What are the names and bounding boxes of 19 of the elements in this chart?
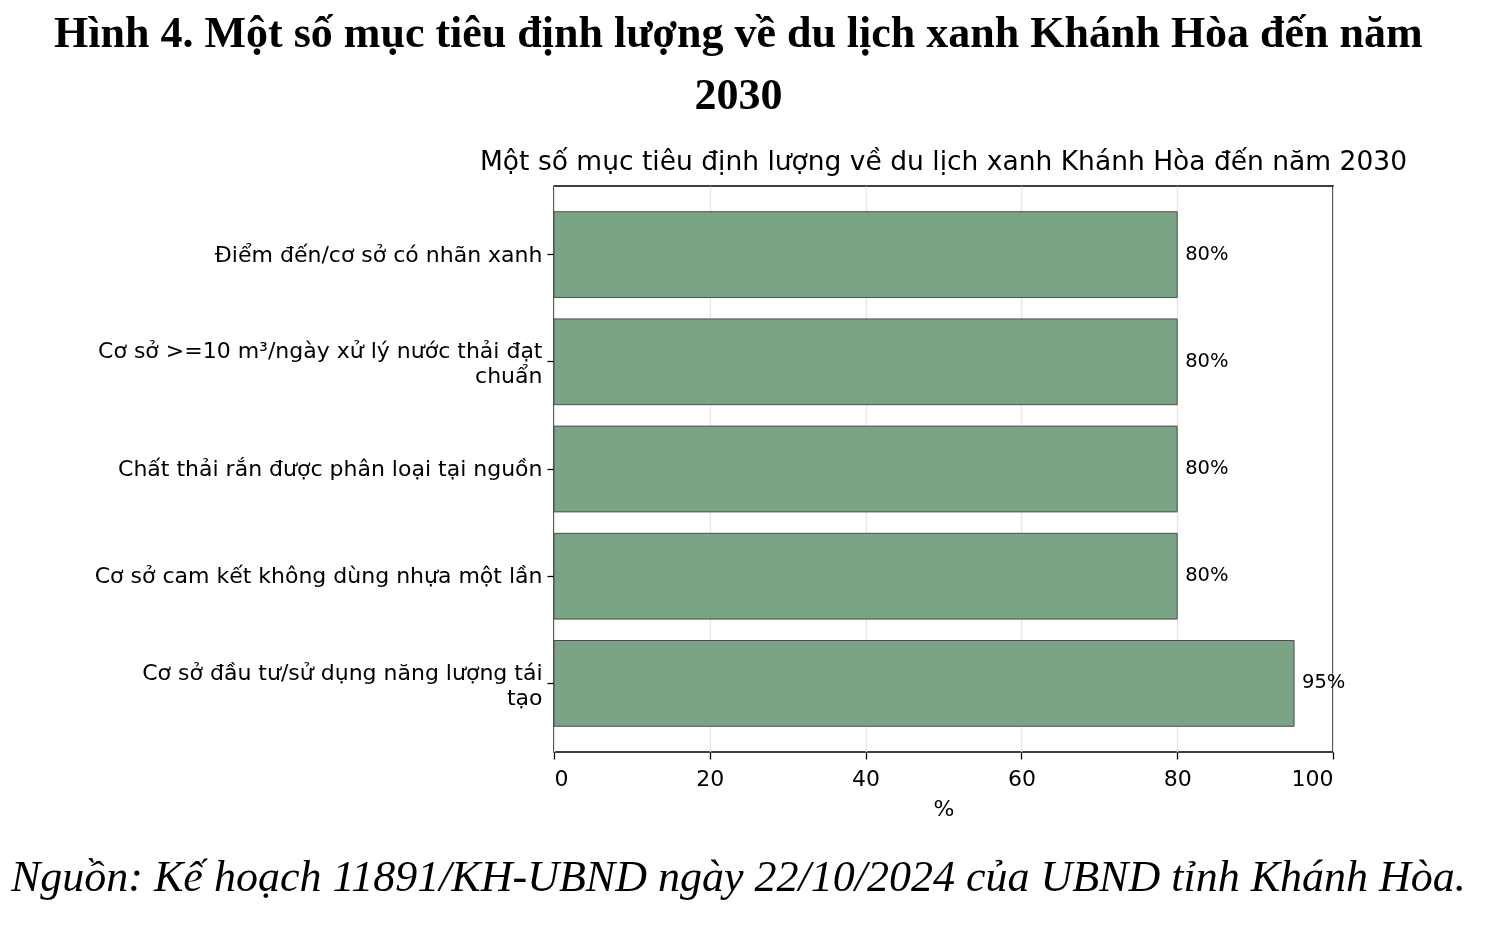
x-tick-label: 0	[554, 765, 569, 791]
data-label: 80%	[1185, 563, 1229, 587]
y-tick-label: Cơ sở đầu tư/sử dụng năng lượng tái tạo	[142, 659, 543, 710]
y-tick-label: Điểm đến/cơ sở có nhãn xanh	[214, 241, 543, 267]
data-label: 80%	[1185, 241, 1229, 265]
x-tick-label: 100	[1291, 765, 1334, 791]
x-tick-label: 40	[852, 765, 881, 791]
chart-title: Hình 4. Một số mục tiêu định lượng về du lịch xanh Khánh Hòa đến năm 2030	[54, 7, 1423, 119]
data-label: 80%	[1185, 348, 1229, 372]
y-tick-label: Cơ sở >=10 m³/ngày xử lý nước thải đạt chuẩn	[98, 338, 543, 389]
x-axis-title: %	[933, 795, 955, 821]
x-tick-label: 20	[696, 765, 725, 791]
y-tick-label: Cơ sở cam kết không dùng nhựa một lần	[94, 563, 543, 589]
text: Nguồn: Kế hoạch 11891/KH-UBND ngày 22/10/2024 của UBND tỉnh Khánh Hòa.	[10, 852, 1466, 901]
y-tick-label: Chất thải rắn được phân loại tại nguồn	[118, 456, 543, 481]
x-tick-label: 60	[1007, 765, 1036, 791]
data-label: 80%	[1185, 456, 1229, 479]
x-tick-label: 80	[1163, 765, 1192, 791]
chart-subtitle: Một số mục tiêu định lượng về du lịch xanh Khánh Hòa đến năm 2030	[479, 144, 1408, 176]
